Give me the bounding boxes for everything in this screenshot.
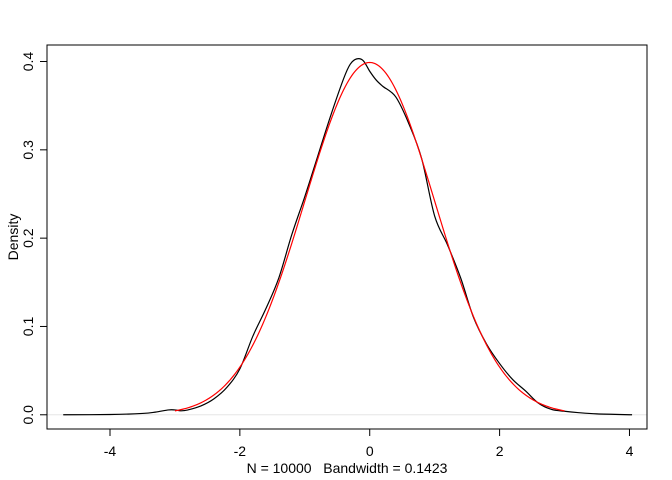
curves-layer bbox=[63, 58, 633, 416]
plot-frame bbox=[46, 44, 648, 430]
density-curve bbox=[63, 58, 633, 416]
normal-curve bbox=[174, 61, 565, 412]
x-axis-title: N = 10000 Bandwidth = 0.1423 bbox=[247, 460, 448, 476]
y-tick-label: 0.2 bbox=[20, 228, 36, 248]
x-tick-label: 4 bbox=[626, 443, 634, 459]
x-tick-label: -2 bbox=[234, 443, 247, 459]
y-tick-label: 0.3 bbox=[20, 140, 36, 160]
y-axis: 0.0 0.1 0.2 0.3 0.4 bbox=[20, 52, 47, 425]
y-tick-label: 0.1 bbox=[20, 317, 36, 337]
x-tick-label: -4 bbox=[104, 443, 117, 459]
y-tick-label: 0.4 bbox=[20, 52, 36, 72]
x-tick-label: 2 bbox=[496, 443, 504, 459]
y-tick-label: 0.0 bbox=[20, 405, 36, 425]
x-tick-label: 0 bbox=[366, 443, 374, 459]
x-axis: -4 -2 0 2 4 bbox=[104, 429, 634, 459]
y-axis-title: Density bbox=[5, 214, 21, 261]
